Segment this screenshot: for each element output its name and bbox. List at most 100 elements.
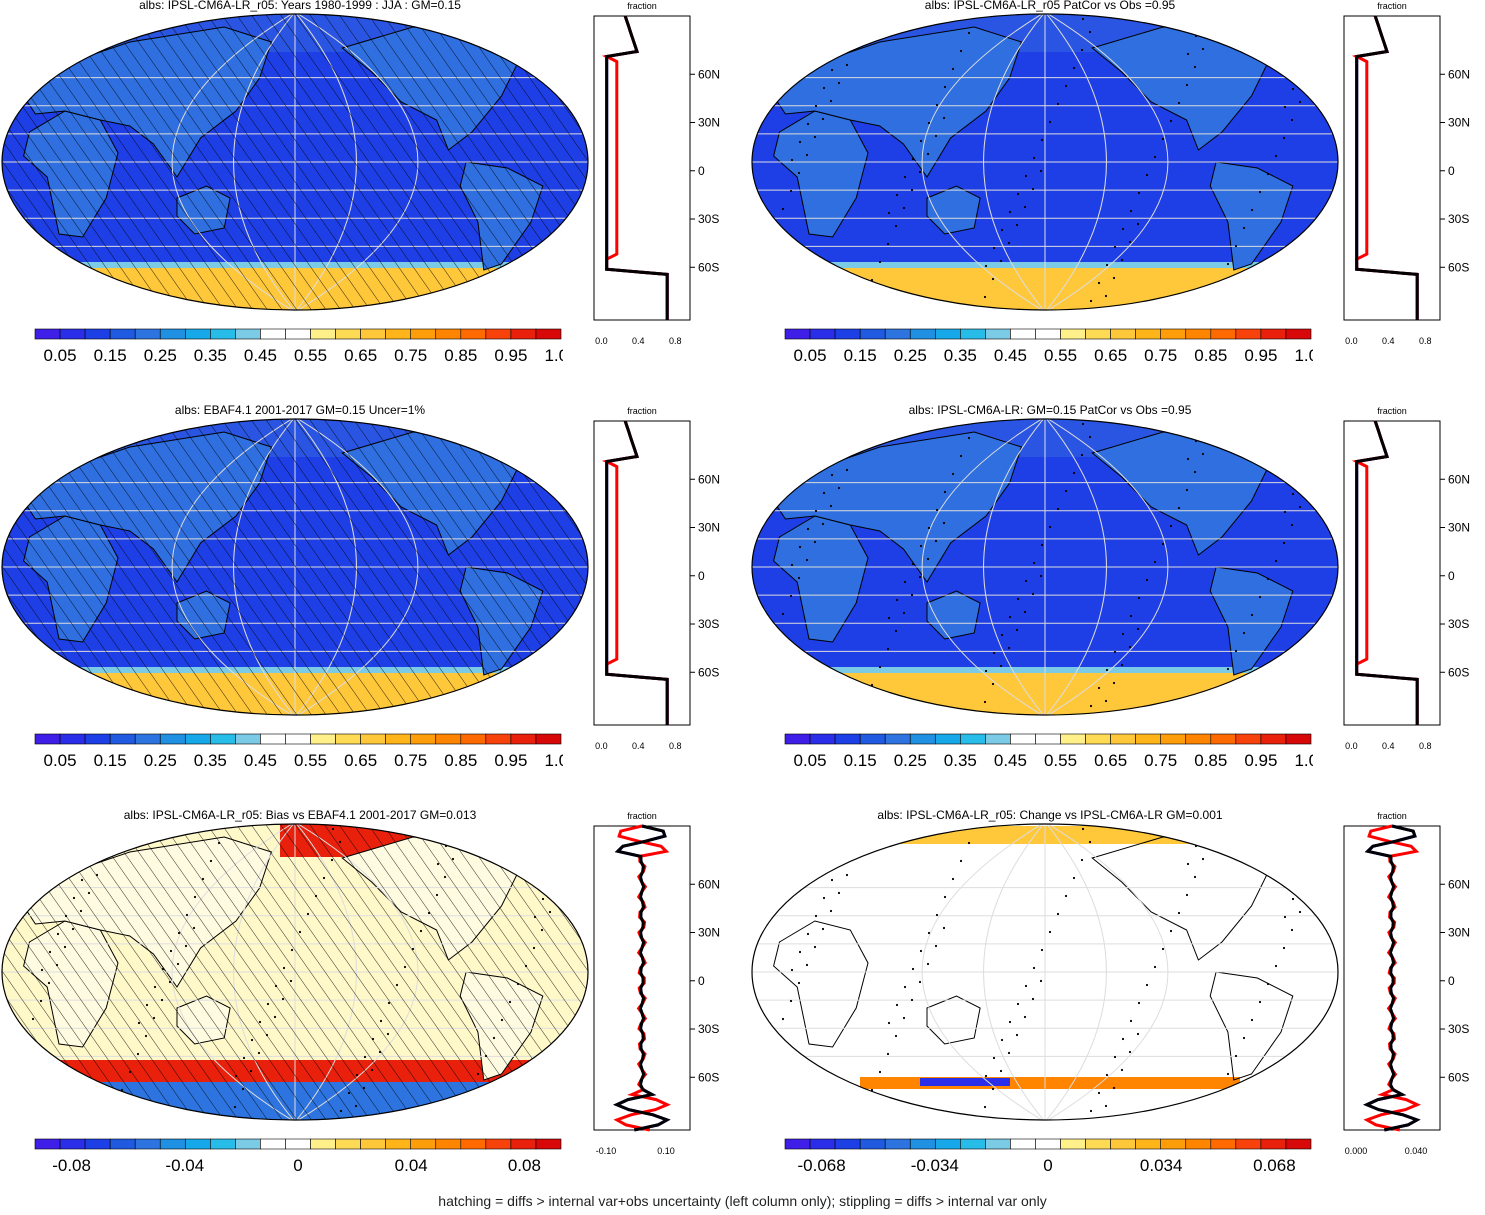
colorbar-swatch — [960, 328, 986, 340]
land-greenland — [506, 422, 556, 454]
stipple-dot — [1032, 966, 1036, 970]
stipple-dot — [1153, 155, 1157, 159]
stipple-dot — [959, 49, 963, 53]
stipple-dot — [951, 67, 955, 71]
stipple-dot — [752, 684, 753, 688]
land-greenland — [1256, 422, 1306, 454]
colorbar-tick-label: -0.08 — [52, 1156, 91, 1175]
stipple-dot — [1113, 1055, 1117, 1059]
colorbar-swatch — [84, 733, 111, 745]
zonal-axis-title: fraction — [1377, 812, 1407, 821]
stipple-dot — [1234, 649, 1238, 653]
map-field — [2, 419, 588, 715]
colorbar-swatch — [784, 733, 811, 745]
stipple-dot — [354, 1104, 358, 1108]
colorbar-swatch — [1210, 328, 1237, 340]
stipple-dot — [789, 594, 793, 598]
colorbar-swatch — [934, 733, 961, 745]
stipple-dot — [902, 611, 906, 615]
stipple-dot — [475, 1103, 479, 1107]
zonal-axis-title: fraction — [627, 812, 657, 821]
stipple-dot — [1089, 704, 1093, 708]
map-border — [1, 13, 589, 311]
lat-tick-label: 60S — [1448, 260, 1469, 274]
stipple-dot — [1274, 154, 1278, 158]
stipple-dot — [2, 1089, 3, 1093]
stipple-dot — [1186, 862, 1190, 866]
stipple-dot — [411, 947, 415, 951]
stipple-dot — [1282, 946, 1286, 950]
stipple-dot — [895, 598, 899, 602]
stipple-dot — [1210, 1108, 1214, 1112]
stipple-dot — [169, 949, 173, 953]
colorbar-swatch — [235, 328, 261, 340]
colorbar-tick-label: 0.85 — [444, 346, 477, 365]
stipple-dot — [797, 171, 801, 175]
stipple-dot — [781, 1017, 785, 1021]
stipple-dot — [967, 436, 971, 440]
lat-tick-label: 30N — [1448, 521, 1470, 535]
colorbar-swatch — [385, 328, 412, 340]
stipple-dot — [1032, 561, 1036, 565]
stipple-dot — [378, 1050, 382, 1054]
stipple-dot — [927, 931, 931, 935]
colorbar-swatch — [535, 1138, 562, 1150]
meridian-line — [1044, 14, 1107, 310]
zonal-mean-plot: fraction 60N 30N 0 30S 60S -0.10 0.10 — [593, 812, 720, 1156]
stipple-dot — [322, 876, 326, 880]
stipple-dot — [1112, 1086, 1116, 1090]
stipple-dot — [878, 260, 882, 264]
stipple-dot — [145, 1003, 149, 1007]
colorbar-tick-label: 0.35 — [944, 346, 977, 365]
stipple-dot — [967, 31, 971, 35]
stipple-dot — [1121, 227, 1125, 231]
stipple-dot — [773, 1035, 777, 1039]
stipple-dot — [1193, 65, 1197, 69]
stipple-dot — [1186, 457, 1190, 461]
stipple-dot — [1145, 983, 1149, 987]
colorbar-swatch — [1185, 733, 1212, 745]
stipple-dot — [984, 669, 988, 673]
colorbar-swatch — [59, 328, 86, 340]
stipple-dot — [1298, 505, 1302, 509]
colorbar: 0.05 0.15 0.25 0.35 0.45 0.55 0.65 0.75 0.85 0.95… — [34, 328, 563, 365]
stipple-dot — [1242, 226, 1246, 230]
stipple-dot — [395, 983, 399, 987]
stipple-dot — [926, 152, 930, 156]
stipple-dot — [331, 827, 335, 831]
colorbar-swatch — [884, 328, 911, 340]
colorbar-swatch — [109, 1138, 136, 1150]
stipple-dot — [1242, 631, 1246, 635]
zonal-axis-title: fraction — [627, 407, 657, 416]
stipple-dot — [1299, 69, 1303, 73]
stipple-dot — [765, 243, 769, 247]
stipple-dot — [1161, 137, 1165, 141]
lat-tick-label: 30N — [698, 116, 720, 130]
stipple-dot — [959, 454, 963, 458]
stipple-dot — [1330, 433, 1334, 437]
colorbar-swatch — [1235, 733, 1262, 745]
stipple-dot — [943, 490, 947, 494]
colorbar-tick-label: 0.25 — [144, 346, 177, 365]
stipple-dot — [1258, 190, 1262, 194]
colorbar-swatch — [1235, 1138, 1262, 1150]
stipple-dot — [104, 824, 108, 828]
stipple-dot — [822, 86, 826, 90]
stipple-dot — [902, 206, 906, 210]
stipple-dot — [1064, 84, 1068, 88]
colorbar-swatch — [1035, 1138, 1061, 1150]
colorbar-swatch — [1260, 733, 1287, 745]
land-greenland — [506, 827, 556, 859]
meridian-line — [983, 419, 1046, 715]
stipple-dot — [1161, 542, 1165, 546]
stipple-dot — [265, 1033, 269, 1037]
colorbar-swatch — [485, 328, 512, 340]
stipple-dot — [0, 822, 1, 823]
colorbar-tick-label: 1.05 — [1294, 751, 1313, 770]
colorbar-swatch — [260, 328, 286, 340]
colorbar-tick-label: 0.65 — [344, 751, 377, 770]
stipple-dot — [580, 838, 584, 842]
stipple-dot — [1008, 1020, 1012, 1024]
colorbar-tick-label: 0.35 — [194, 751, 227, 770]
lat-tick-label: 0 — [1448, 974, 1455, 988]
